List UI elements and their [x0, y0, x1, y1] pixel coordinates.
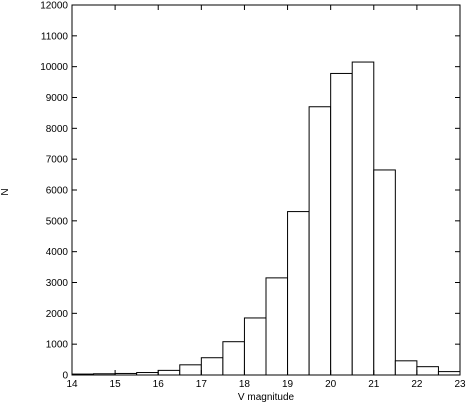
histogram-bar	[243, 317, 267, 376]
x-tick-label: 21	[368, 379, 380, 390]
y-tick-label: 2000	[46, 309, 69, 320]
x-tick-label: 19	[282, 379, 294, 390]
histogram-bar	[222, 341, 245, 376]
y-tick-label: 11000	[41, 31, 69, 42]
y-tick-label: 1000	[46, 340, 69, 351]
ticks-group: 14 15 16 17 18 19 20 21 22 23 0 1000 2000 3000 4000 500…	[40, 1, 466, 391]
y-tick-label: 0	[62, 371, 68, 382]
y-tick-label: 9000	[46, 93, 69, 104]
y-axis-label: N	[0, 188, 11, 195]
x-tick-label: 22	[411, 379, 423, 390]
x-tick-label: 18	[239, 379, 251, 390]
histogram-bar	[265, 277, 289, 376]
y-tick-label: 10000	[40, 62, 68, 73]
x-tick-label: 23	[454, 379, 466, 390]
y-tick-label: 3000	[46, 278, 69, 289]
y-tick-label: 4000	[46, 247, 69, 258]
y-tick-label: 8000	[46, 124, 69, 135]
x-tick-label: 14	[66, 379, 78, 390]
histogram-bar	[308, 106, 332, 376]
x-tick-label: 16	[153, 379, 165, 390]
histogram-bar	[351, 61, 375, 376]
histogram-bar	[179, 364, 202, 376]
x-axis-label: V magnitude	[238, 392, 295, 403]
y-tick-label: 6000	[46, 186, 69, 197]
histogram-bar	[157, 369, 181, 376]
histogram-bar	[416, 366, 439, 376]
y-tick-label: 12000	[40, 1, 68, 12]
histogram-bar	[200, 357, 224, 376]
histogram-bar	[373, 169, 396, 376]
x-tick-label: 20	[325, 379, 337, 390]
histogram-bar	[330, 72, 353, 376]
histogram-bar	[394, 360, 418, 376]
y-tick-label: 5000	[46, 216, 69, 227]
y-tick-label: 7000	[46, 155, 69, 166]
x-tick-label: 15	[110, 379, 122, 390]
plot-frame	[71, 4, 461, 376]
histogram-bar	[437, 371, 461, 376]
bars-group	[71, 61, 461, 376]
histogram-bar	[287, 211, 310, 376]
x-tick-label: 17	[196, 379, 208, 390]
